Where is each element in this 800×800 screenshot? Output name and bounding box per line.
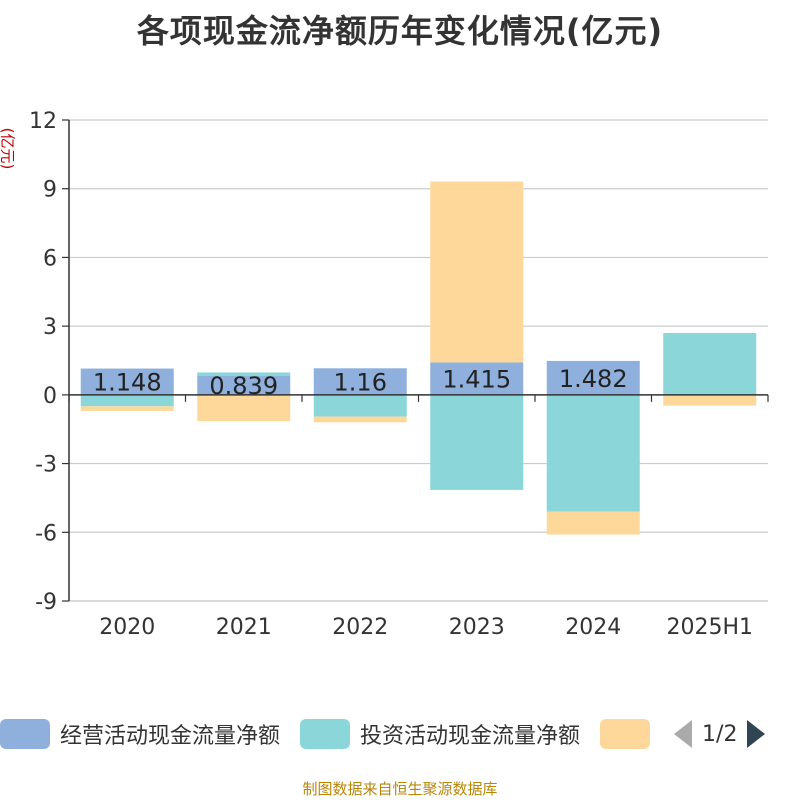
x-category-label: 2021 (216, 615, 272, 640)
bar-financing-2025H1 (663, 395, 757, 406)
legend-swatch-operating (0, 719, 50, 749)
chart-title: 各项现金流净额历年变化情况(亿元) (136, 12, 664, 50)
data-label: 1.148 (93, 369, 162, 397)
data-label: 0.839 (209, 372, 278, 400)
y-tick-label: 0 (43, 384, 57, 409)
y-tick-label: -6 (35, 521, 57, 546)
x-category-label: 2023 (449, 615, 505, 640)
x-category-label: 2020 (99, 615, 155, 640)
source-note: 制图数据来自恒生聚源数据库 (302, 780, 498, 798)
bar-financing-2021 (197, 394, 291, 422)
y-tick-label: 12 (29, 109, 57, 134)
bar-financing-2020 (80, 406, 174, 411)
bar-investing-2025H1 (663, 333, 757, 395)
bar-operating-2022 (313, 368, 407, 395)
bar-financing-2024 (546, 511, 640, 535)
legend-pager: 1/2 (674, 720, 766, 748)
bar-investing-2024 (546, 394, 640, 512)
legend-next-page-icon[interactable] (747, 720, 766, 748)
y-axis-unit: (亿元) (0, 127, 17, 170)
grid-layer (69, 119, 768, 602)
axis-layer: 12 9 6 3 0 -3 -6 -9 2020 2021 2022 2023 2024 2025H1 (29, 109, 769, 640)
legend-page-indicator: 1/2 (702, 721, 738, 747)
legend-label-investing: 投资活动现金流量净额 (360, 724, 581, 749)
legend-item-operating[interactable]: 经营活动现金流量净额 (0, 718, 300, 750)
bar-operating-2021 (197, 375, 291, 395)
y-tick-label: 9 (43, 178, 57, 203)
bar-investing-2022 (313, 394, 407, 417)
y-tick-label: -3 (35, 453, 57, 478)
bar-investing-2020 (80, 394, 174, 407)
data-label: 1.16 (334, 369, 387, 397)
legend-item-financing[interactable] (600, 719, 651, 749)
data-label: 1.482 (559, 365, 628, 393)
y-tick-label: 6 (43, 246, 57, 271)
bar-investing-2023 (430, 394, 524, 490)
legend: 经营活动现金流量净额 投资活动现金流量净额 1/2 (0, 716, 800, 752)
bar-investing-2021 (197, 372, 291, 376)
legend-item-investing[interactable]: 投资活动现金流量净额 (300, 718, 600, 750)
data-label: 1.415 (442, 366, 511, 394)
legend-swatch-investing (300, 719, 351, 749)
x-category-label: 2025H1 (666, 615, 753, 640)
bar-layer (80, 181, 757, 535)
label-layer: 1.148 0.839 1.16 1.415 1.482 (93, 365, 628, 400)
y-tick-label: -9 (35, 590, 57, 615)
x-category-label: 2024 (565, 615, 621, 640)
x-category-label: 2022 (332, 615, 388, 640)
bar-operating-2023 (430, 362, 524, 395)
bar-financing-2022 (313, 416, 407, 423)
bar-operating-2020 (80, 368, 174, 395)
legend-label-operating: 经营活动现金流量净额 (60, 724, 281, 749)
y-tick-label: 3 (43, 315, 57, 340)
legend-swatch-financing (600, 719, 651, 749)
bar-financing-2023 (430, 181, 524, 363)
bar-operating-2024 (546, 360, 640, 395)
legend-prev-page-icon[interactable] (674, 720, 693, 748)
